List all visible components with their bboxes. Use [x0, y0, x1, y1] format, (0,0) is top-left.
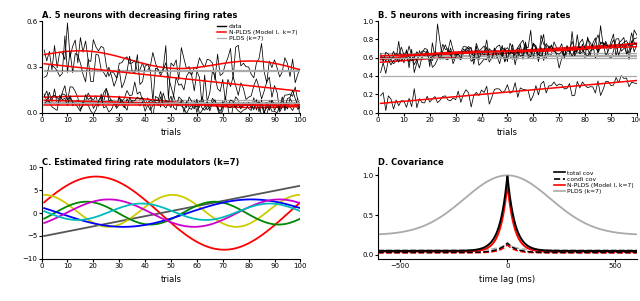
X-axis label: trials: trials — [161, 275, 182, 284]
Text: D. Covariance: D. Covariance — [378, 158, 444, 167]
Legend: data, N-PLDS (Model I,  k=7), PLDS (k=7): data, N-PLDS (Model I, k=7), PLDS (k=7) — [218, 24, 298, 42]
Text: B. 5 neurons with increasing firing rates: B. 5 neurons with increasing firing rate… — [378, 11, 570, 20]
X-axis label: time lag (ms): time lag (ms) — [479, 275, 536, 284]
X-axis label: trials: trials — [497, 128, 518, 137]
X-axis label: trials: trials — [161, 128, 182, 137]
Text: A. 5 neurons with decreasing firing rates: A. 5 neurons with decreasing firing rate… — [42, 11, 237, 20]
Text: C. Estimated firing rate modulators (k=7): C. Estimated firing rate modulators (k=7… — [42, 158, 239, 167]
Legend: total cov, condi cov, N-PLDS (Model I, k=7), PLDS (k=7): total cov, condi cov, N-PLDS (Model I, k… — [554, 170, 634, 194]
